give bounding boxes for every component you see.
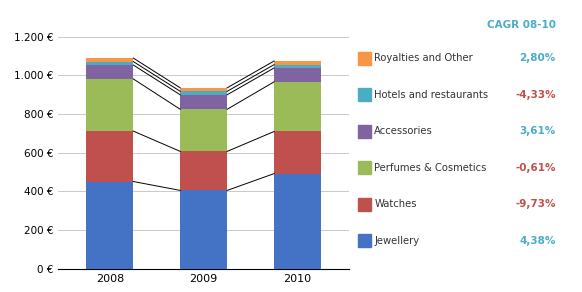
Text: 2,80%: 2,80% xyxy=(520,53,556,63)
Bar xyxy=(274,174,321,269)
Bar xyxy=(86,58,133,62)
Bar xyxy=(86,131,133,182)
Bar xyxy=(86,79,133,131)
Bar xyxy=(180,109,227,151)
Text: CAGR 08-10: CAGR 08-10 xyxy=(487,20,556,30)
Bar xyxy=(180,88,227,91)
Bar xyxy=(274,82,321,131)
Bar xyxy=(86,62,133,65)
Text: Royalties and Other: Royalties and Other xyxy=(374,53,473,63)
Text: 4,38%: 4,38% xyxy=(519,236,556,246)
Text: -0,61%: -0,61% xyxy=(515,163,556,173)
Bar xyxy=(274,61,321,65)
Text: -9,73%: -9,73% xyxy=(515,199,556,209)
Text: Watches: Watches xyxy=(374,199,417,209)
Text: 3,61%: 3,61% xyxy=(520,126,556,136)
Text: -4,33%: -4,33% xyxy=(515,90,556,100)
Bar xyxy=(274,65,321,68)
Bar xyxy=(274,68,321,82)
Bar xyxy=(180,91,227,95)
Text: Perfumes & Cosmetics: Perfumes & Cosmetics xyxy=(374,163,487,173)
Bar xyxy=(180,95,227,109)
Bar xyxy=(86,65,133,79)
Bar xyxy=(180,151,227,190)
Text: Hotels and restaurants: Hotels and restaurants xyxy=(374,90,488,100)
Bar xyxy=(180,190,227,269)
Bar xyxy=(86,182,133,269)
Text: Jewellery: Jewellery xyxy=(374,236,420,246)
Text: Accessories: Accessories xyxy=(374,126,433,136)
Bar xyxy=(274,131,321,174)
